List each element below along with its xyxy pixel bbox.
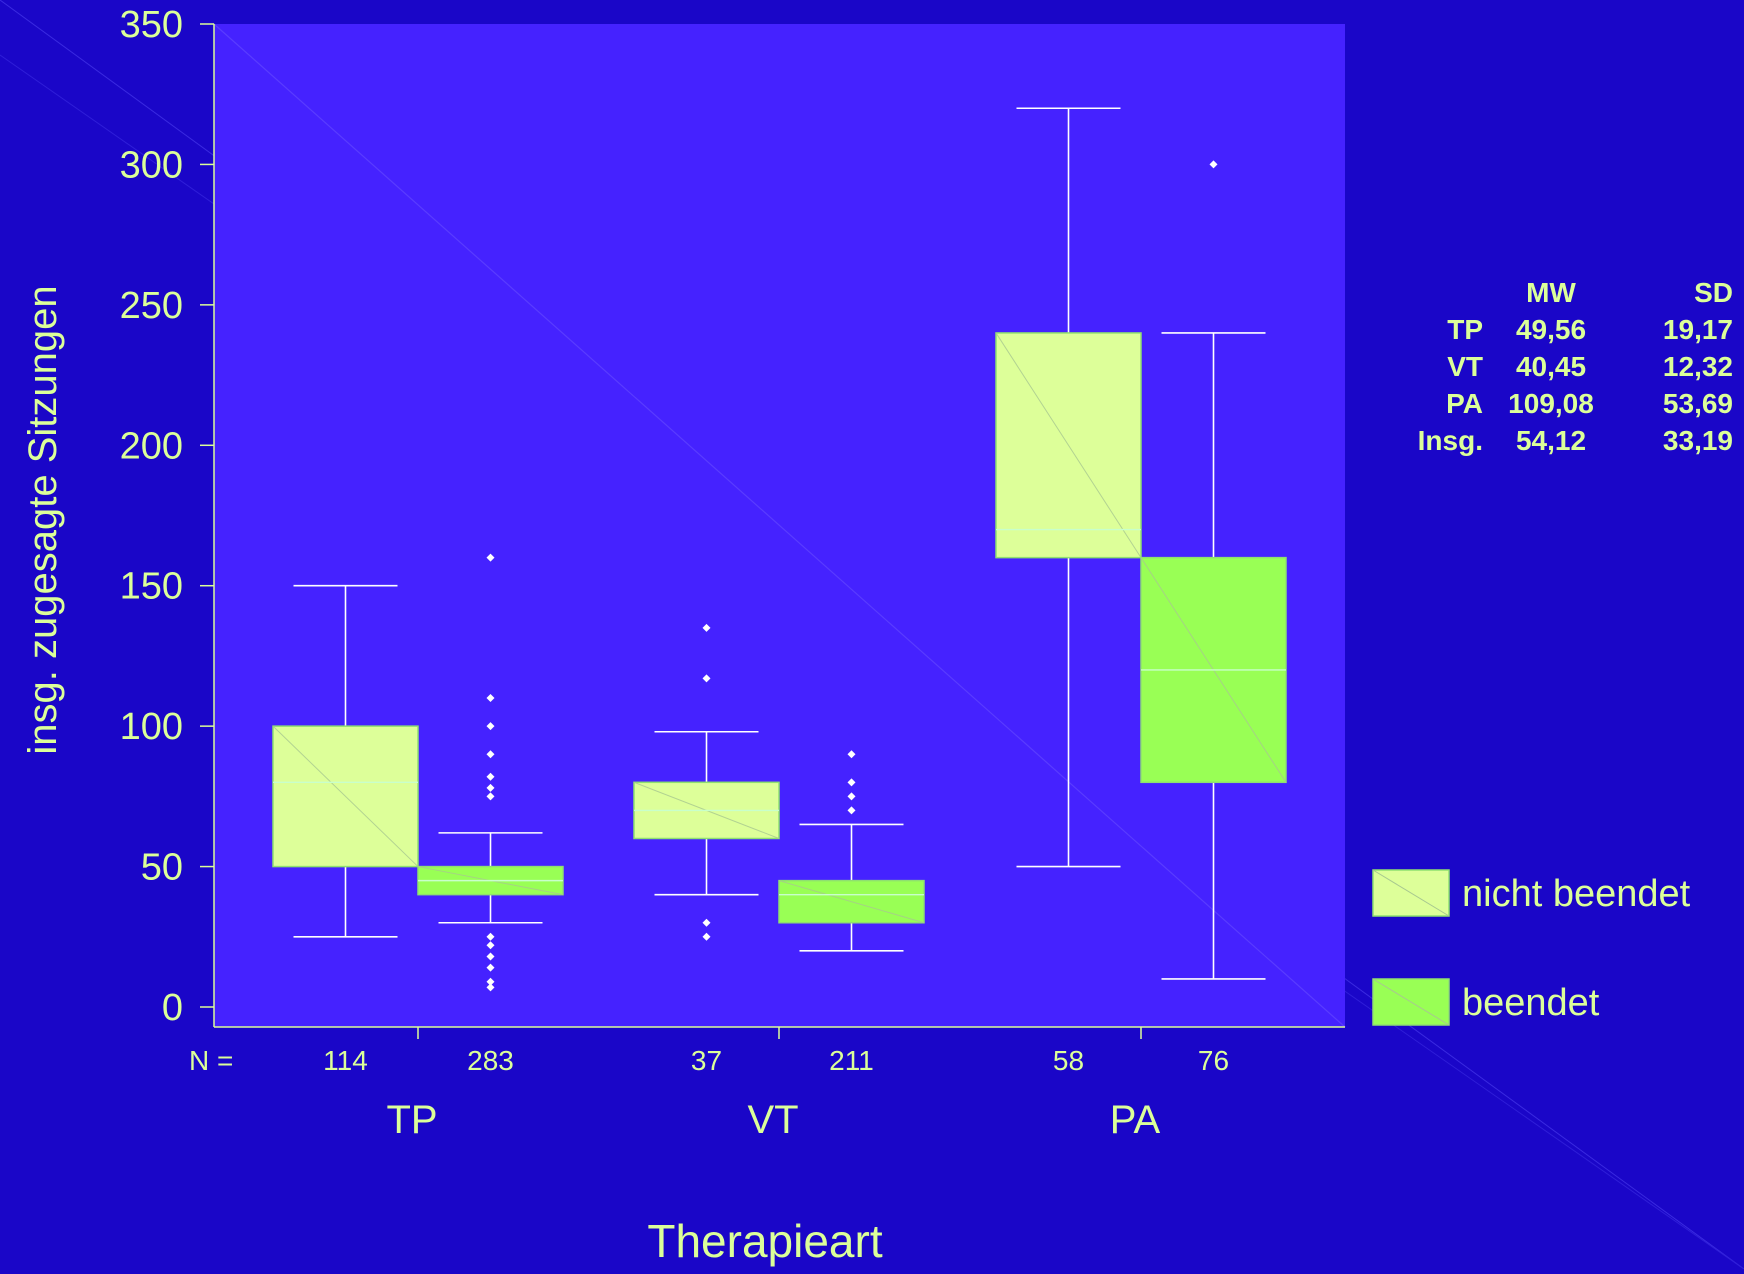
outlier-point <box>847 750 856 759</box>
box-diagonal <box>272 725 419 867</box>
stats-header-cell: MW <box>1526 277 1576 308</box>
outlier-point <box>847 792 856 801</box>
stats-row: Insg. 54,12 33,19 <box>1395 424 1733 461</box>
y-tick-label: 100 <box>120 706 183 748</box>
stats-row: TP 49,56 19,17 <box>1395 313 1733 350</box>
boxplot-box-group: 283 <box>417 553 564 1076</box>
stats-row: PA 109,08 53,69 <box>1395 387 1733 424</box>
stats-cell: 54,12 <box>1515 425 1587 456</box>
stats-table: MW SD TP 49,56 19,17 VT 40,45 12,32 PA 1… <box>1395 276 1733 461</box>
stats-cell: VT <box>1447 351 1483 382</box>
legend-swatch-diagonal <box>1372 978 1450 1026</box>
y-tick-label: 50 <box>141 847 183 889</box>
outlier-point <box>486 977 495 986</box>
y-tick-label: 150 <box>120 566 183 608</box>
outlier-point <box>486 772 495 781</box>
stats-header-cell <box>1395 276 1497 313</box>
legend-label: nicht beendet <box>1462 873 1691 915</box>
stats-cell: 49,56 <box>1515 314 1587 345</box>
box-diagonal <box>995 332 1142 558</box>
outlier-point <box>486 983 495 992</box>
y-tick-label: 250 <box>120 285 183 327</box>
y-tick-label: 300 <box>120 144 183 186</box>
stats-cell: Insg. <box>1417 425 1483 456</box>
n-count-label: 58 <box>1053 1045 1084 1076</box>
n-count-label: 283 <box>467 1045 514 1076</box>
outlier-point <box>486 792 495 801</box>
y-tick-label: 350 <box>120 4 183 46</box>
stats-header-row: MW SD <box>1395 276 1733 313</box>
boxplot-box-group: 76 <box>1140 160 1287 1076</box>
stats-cell: 53,69 <box>1662 388 1733 419</box>
stats-cell: 33,19 <box>1662 425 1733 456</box>
legend-swatch-diagonal <box>1372 869 1450 917</box>
outlier-point <box>702 932 711 941</box>
outlier-point <box>486 750 495 759</box>
stats-cell: 12,32 <box>1662 351 1733 382</box>
outlier-point <box>486 941 495 950</box>
boxplot-box-group: 58 <box>995 107 1142 1076</box>
x-tick-label: PA <box>1110 1098 1161 1142</box>
boxplot-box-group: 114 <box>272 584 419 1076</box>
n-count-label: 76 <box>1198 1045 1229 1076</box>
stats-cell: TP <box>1447 314 1483 345</box>
stats-cell: 40,45 <box>1515 351 1587 382</box>
boxplot-box-group: 37 <box>633 623 780 1076</box>
outlier-point <box>847 806 856 815</box>
outlier-point <box>486 952 495 961</box>
outlier-point <box>486 553 495 562</box>
outlier-point <box>486 932 495 941</box>
stats-cell: 109,08 <box>1508 388 1594 419</box>
boxplot-box-group: 211 <box>778 750 925 1076</box>
outlier-point <box>486 694 495 703</box>
y-tick-label: 200 <box>120 425 183 467</box>
plot-diagonal-line <box>213 23 1346 1028</box>
box-diagonal <box>778 880 925 924</box>
n-prefix-label: N = <box>189 1045 233 1076</box>
x-axis-label: Therapieart <box>647 1215 882 1267</box>
legend-label: beendet <box>1462 982 1600 1024</box>
box-group: 114 283 37 211 58 76 <box>272 107 1287 1076</box>
outlier-point <box>847 778 856 787</box>
n-count-label: 211 <box>829 1045 874 1076</box>
outlier-point <box>702 623 711 632</box>
stats-header-cell: SD <box>1694 277 1733 308</box>
x-tick-label: TP <box>386 1098 437 1142</box>
legend: nicht beendet beendet <box>1372 869 1691 1026</box>
outlier-point <box>486 963 495 972</box>
outlier-point <box>1209 160 1218 169</box>
stats-row: VT 40,45 12,32 <box>1395 350 1733 387</box>
y-tick-label: 0 <box>162 987 183 1029</box>
outlier-point <box>486 722 495 731</box>
x-tick-label: VT <box>747 1098 798 1142</box>
stats-cell: 19,17 <box>1662 314 1733 345</box>
axes: 0 50 100 150 200 250 300 350 TP VT PA N = <box>120 4 1345 1142</box>
outlier-point <box>486 783 495 792</box>
n-count-label: 37 <box>691 1045 722 1076</box>
outlier-point <box>702 674 711 683</box>
n-count-label: 114 <box>323 1045 368 1076</box>
y-axis-label: insg. zugesagte Sitzungen <box>21 285 65 754</box>
outlier-point <box>702 918 711 927</box>
stats-cell: PA <box>1446 388 1483 419</box>
